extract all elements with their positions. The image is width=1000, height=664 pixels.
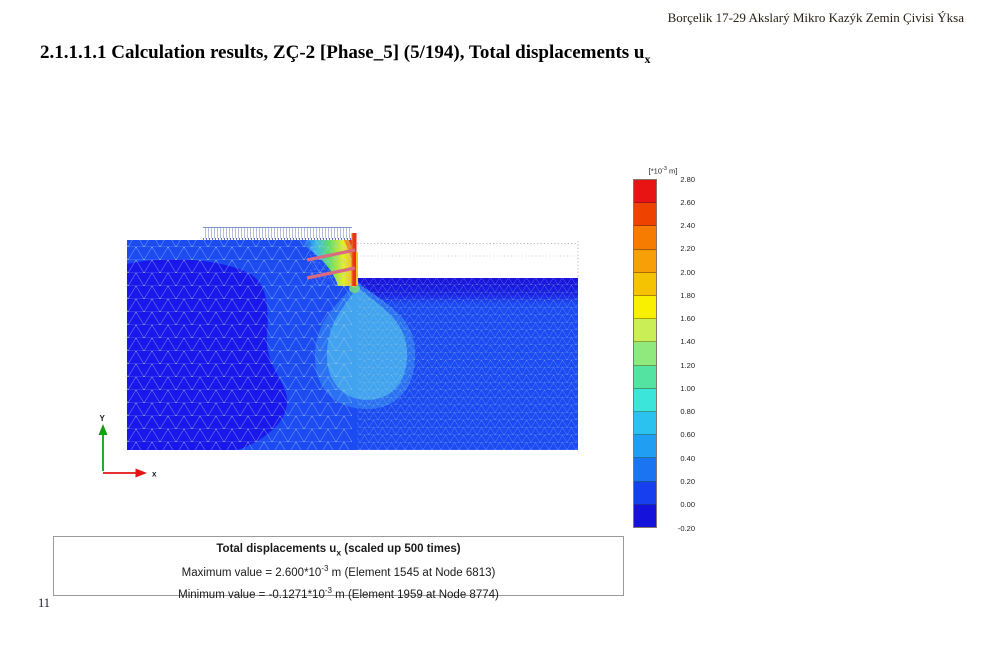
legend-unit-suffix: m] bbox=[666, 166, 678, 176]
caption-min-prefix: Minimum value = -0.1271*10 bbox=[178, 588, 325, 601]
soil-mesh bbox=[127, 240, 578, 450]
legend-tick-label: 1.60 bbox=[680, 314, 695, 324]
mesh-grid-fine-wall bbox=[310, 240, 352, 286]
legend-tick-label: 0.80 bbox=[680, 407, 695, 417]
axes-indicator: Y x bbox=[98, 414, 157, 479]
inactive-geometry-outline bbox=[357, 241, 579, 278]
soil-nails bbox=[306, 248, 356, 280]
legend-unit-label: [*10-3 m] bbox=[625, 166, 701, 176]
legend-tick-label: 1.00 bbox=[680, 383, 695, 393]
legend-tick-label: 0.60 bbox=[680, 430, 695, 440]
legend-tick-label: 2.60 bbox=[680, 197, 695, 207]
legend-band bbox=[634, 435, 656, 459]
distributed-load bbox=[203, 227, 352, 240]
legend-band bbox=[634, 458, 656, 482]
y-axis-label: Y bbox=[100, 414, 106, 423]
caption-max-exponent: -3 bbox=[321, 564, 329, 574]
legend-tick-label: 0.20 bbox=[680, 476, 695, 486]
caption-max-suffix: m (Element 1545 at Node 6813) bbox=[328, 567, 496, 580]
legend-ticks: 2.80 2.60 2.40 2.20 2.00 1.80 1.60 1.40 1.20 1.00… bbox=[667, 175, 695, 533]
mesh-grid-fine bbox=[357, 278, 578, 450]
soil-nail-lower bbox=[306, 266, 356, 280]
legend-band bbox=[634, 296, 656, 320]
legend-band bbox=[634, 388, 656, 413]
legend-tick-label: 1.40 bbox=[680, 337, 695, 347]
legend-band bbox=[634, 319, 656, 343]
y-axis-arrowhead-icon bbox=[98, 424, 108, 435]
legend-unit-prefix: [*10 bbox=[648, 166, 663, 176]
section-title-text: 2.1.1.1.1 Calculation results, ZÇ-2 [Pha… bbox=[40, 42, 645, 63]
legend-tick-label: 2.20 bbox=[680, 244, 695, 254]
legend-band bbox=[634, 272, 656, 297]
legend-band bbox=[634, 180, 656, 204]
caption-max-value: Maximum value = 2.600*10-3 m (Element 15… bbox=[54, 564, 623, 579]
legend-tick-label: 0.40 bbox=[680, 453, 695, 463]
caption-min-exponent: -3 bbox=[324, 586, 332, 596]
legend-tick-label: 1.20 bbox=[680, 360, 695, 370]
legend-tick-label: 0.00 bbox=[680, 500, 695, 510]
legend-tick-label: -0.20 bbox=[677, 523, 695, 533]
legend-tick-label: 2.80 bbox=[680, 174, 695, 184]
caption-title-prefix: Total displacements u bbox=[216, 543, 337, 555]
x-axis-label: x bbox=[152, 470, 157, 479]
caption-title: Total displacements ux (scaled up 500 ti… bbox=[54, 543, 623, 557]
legend-tick-label: 2.40 bbox=[680, 221, 695, 231]
figure-caption-box: Total displacements ux (scaled up 500 ti… bbox=[53, 536, 624, 601]
legend-tick-label: 2.00 bbox=[680, 267, 695, 277]
legend-band bbox=[634, 365, 656, 389]
legend-unit-exponent: -3 bbox=[662, 166, 667, 172]
caption-min-value: Minimum value = -0.1271*10-3 m (Element … bbox=[54, 586, 623, 601]
legend-bar bbox=[633, 179, 657, 528]
legend-band bbox=[634, 481, 656, 505]
caption-min-suffix: m (Element 1959 at Node 8774) bbox=[331, 588, 499, 601]
x-axis-arrowhead-icon bbox=[135, 468, 147, 478]
legend-band bbox=[634, 504, 656, 528]
micropile-wall bbox=[351, 233, 358, 286]
legend-band bbox=[634, 412, 656, 436]
legend-band bbox=[634, 249, 656, 273]
section-title: 2.1.1.1.1 Calculation results, ZÇ-2 [Pha… bbox=[40, 42, 651, 67]
caption-title-subscript: x bbox=[336, 547, 342, 558]
color-legend: [*10-3 m] 2.80 2.60 2.40 2.20 2.00 1.80 1.60 1.… bbox=[633, 166, 697, 548]
caption-max-prefix: Maximum value = 2.600*10 bbox=[181, 567, 322, 580]
page-header-right: Borçelik 17-29 Akslarý Mikro Kazýk Zemin… bbox=[667, 10, 964, 25]
caption-title-suffix: (scaled up 500 times) bbox=[341, 543, 461, 555]
soil-nail-upper bbox=[306, 248, 356, 262]
page-number: 11 bbox=[38, 596, 51, 610]
legend-band bbox=[634, 342, 656, 366]
legend-band bbox=[634, 226, 656, 250]
section-title-subscript: x bbox=[644, 51, 651, 66]
legend-tick-label: 1.80 bbox=[680, 290, 695, 300]
legend-band bbox=[634, 203, 656, 227]
